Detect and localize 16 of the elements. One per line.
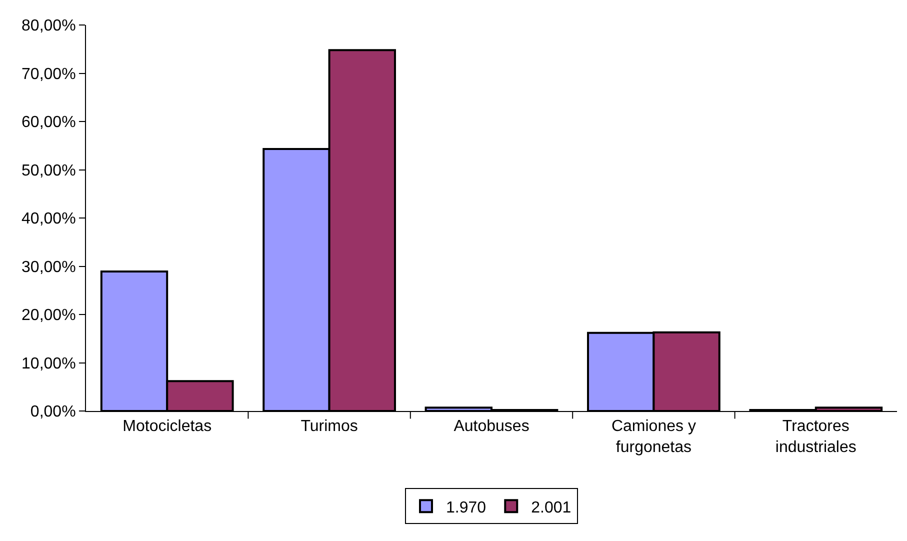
y-tick-label: 30,00%	[22, 258, 76, 276]
x-tick-label: Autobuses	[454, 418, 530, 436]
x-tick-label: Turimos	[300, 418, 358, 436]
legend-label: 2.001	[531, 499, 572, 516]
y-tick-label: 70,00%	[22, 66, 76, 83]
y-tick-label: 0,00%	[30, 404, 76, 421]
y-tick-label: 40,00%	[22, 210, 76, 228]
y-tick-label: 80,00%	[22, 18, 76, 35]
x-tick-label: Motocicletas	[122, 418, 212, 436]
y-tick-label: 20,00%	[22, 307, 76, 324]
legend-label: 1.970	[446, 499, 486, 516]
y-tick-label: 10,00%	[22, 355, 76, 372]
y-tick-label: 50,00%	[22, 162, 76, 180]
x-tick-label: Tractores industriales	[775, 418, 856, 456]
x-tick-label: Camiones y furgonetas	[611, 418, 696, 456]
y-tick-label: 60,00%	[22, 114, 76, 132]
